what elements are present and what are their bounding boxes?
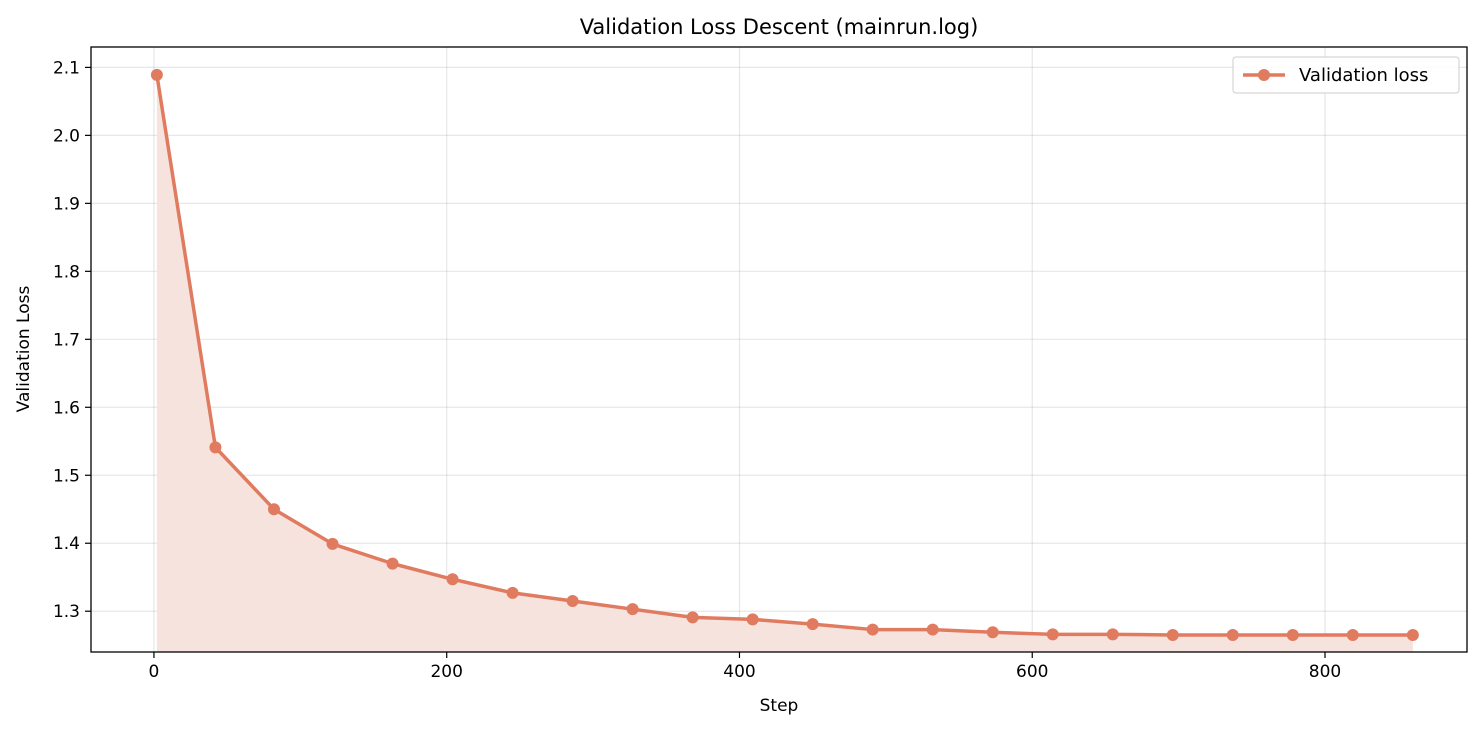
x-tick-label: 600 <box>1016 662 1048 682</box>
grid-lines <box>91 47 1467 652</box>
data-point <box>986 626 999 639</box>
data-point <box>1406 629 1419 642</box>
x-tick-label: 800 <box>1309 662 1341 682</box>
x-tick-label: 0 <box>149 662 160 682</box>
data-point <box>1046 628 1059 641</box>
series-lines <box>155 73 1415 637</box>
data-point <box>1106 628 1119 641</box>
data-point <box>686 611 699 624</box>
legend-label: Validation loss <box>1299 65 1428 86</box>
data-point <box>866 623 879 636</box>
legend-box <box>1232 56 1460 94</box>
y-tick-label: 1.8 <box>53 262 80 282</box>
data-point <box>267 503 280 516</box>
data-point <box>326 537 339 550</box>
y-tick-label: 2.1 <box>53 58 80 78</box>
data-point <box>566 595 579 608</box>
data-point <box>806 618 819 631</box>
data-point <box>926 623 939 636</box>
plot-frame <box>90 46 1468 653</box>
data-point <box>150 68 163 81</box>
y-tick-label: 1.5 <box>53 466 80 486</box>
y-tick-label: 2.0 <box>53 126 80 146</box>
data-point <box>746 613 759 626</box>
data-point <box>1166 629 1179 642</box>
y-tick-label: 1.6 <box>53 398 80 418</box>
x-tick-label: 400 <box>723 662 755 682</box>
y-tick-label: 1.4 <box>53 534 80 554</box>
series-area <box>156 74 1413 652</box>
legend: Validation loss <box>1232 56 1460 94</box>
data-point <box>446 573 459 586</box>
chart-title: Validation Loss Descent (mainrun.log) <box>580 15 979 39</box>
x-axis-ticks: 0 200 400 600 800 <box>149 652 1341 682</box>
data-point <box>386 557 399 570</box>
data-point <box>209 441 222 454</box>
y-tick-label: 1.7 <box>53 330 80 350</box>
data-point <box>1226 629 1239 642</box>
y-tick-label: 1.3 <box>53 602 80 622</box>
x-tick-label: 200 <box>430 662 462 682</box>
legend-marker-swatch <box>1258 69 1270 81</box>
area-fill <box>156 74 1413 652</box>
y-axis-label: Validation Loss <box>14 286 34 413</box>
data-point <box>1346 629 1359 642</box>
data-point <box>506 586 519 599</box>
data-point <box>626 603 639 616</box>
x-axis-label: Step <box>760 696 799 716</box>
series-line <box>155 73 1415 637</box>
data-point <box>1286 629 1299 642</box>
y-axis-ticks: 1.3 1.4 1.5 1.6 1.7 1.8 1.9 2.0 2.1 <box>53 58 91 622</box>
y-tick-label: 1.9 <box>53 194 80 214</box>
series-points <box>150 68 1419 642</box>
